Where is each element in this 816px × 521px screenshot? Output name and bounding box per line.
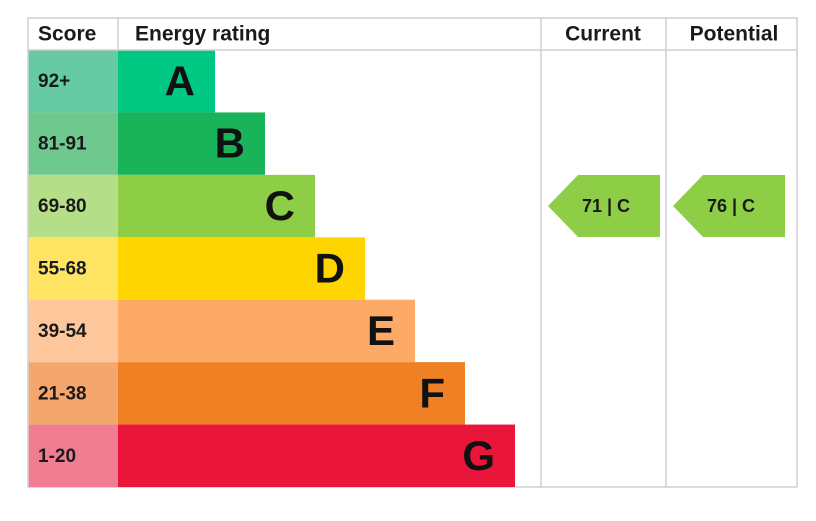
header-score: Score — [38, 23, 96, 46]
rating-bar — [118, 237, 365, 300]
score-cell — [28, 174, 118, 238]
score-cell — [28, 424, 118, 487]
band-letter: A — [165, 57, 195, 104]
score-range: 55-68 — [38, 259, 87, 280]
header-potential: Potential — [690, 23, 779, 46]
score-range: 21-38 — [38, 383, 87, 404]
score-range: 81-91 — [38, 134, 87, 155]
rating-bar — [118, 424, 515, 487]
current-rating: 71 | C — [582, 196, 630, 216]
score-range: 92+ — [38, 71, 70, 92]
score-cell — [28, 112, 118, 175]
band-letter: G — [462, 432, 495, 479]
band-letter: C — [265, 182, 295, 229]
header-current: Current — [565, 23, 641, 46]
rating-bar — [118, 50, 215, 113]
score-range: 1-20 — [38, 446, 76, 467]
score-cell — [28, 237, 118, 300]
score-range: 39-54 — [38, 321, 87, 342]
rating-bar — [118, 112, 265, 175]
potential-arrow — [673, 175, 785, 237]
score-cell — [28, 299, 118, 363]
band-letter: E — [367, 307, 395, 354]
score-cell — [28, 362, 118, 425]
potential-rating: 76 | C — [707, 196, 755, 216]
rating-bar — [118, 362, 465, 425]
score-range: 69-80 — [38, 196, 87, 217]
rating-bar — [118, 174, 315, 238]
band-letter: D — [315, 245, 345, 292]
header-rating: Energy rating — [135, 23, 270, 46]
band-letter: B — [215, 120, 245, 167]
score-cell — [28, 50, 118, 113]
band-letter: F — [419, 369, 445, 416]
current-arrow — [548, 175, 660, 237]
rating-bar — [118, 299, 415, 363]
